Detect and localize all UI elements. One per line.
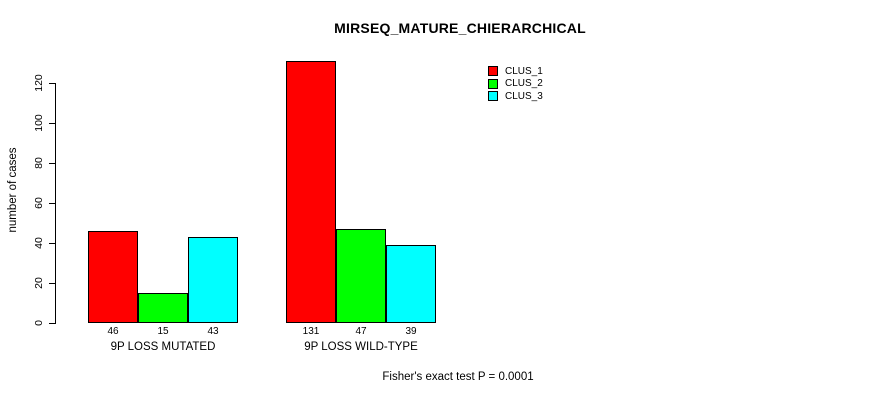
y-axis-label: number of cases — [7, 147, 19, 233]
x-category-label: 9P LOSS MUTATED — [110, 341, 216, 353]
y-tick-mark — [49, 283, 55, 284]
y-tick-mark — [49, 243, 55, 244]
y-tick-label: 0 — [33, 320, 45, 326]
y-tick-label: 100 — [33, 114, 45, 132]
legend-item-label: CLUS_2 — [505, 78, 543, 90]
annotation-text: Fisher's exact test P = 0.0001 — [382, 371, 534, 383]
y-axis-line — [55, 83, 56, 324]
legend-swatch-icon — [488, 91, 498, 102]
y-tick-mark — [49, 323, 55, 324]
bar-value-label: 47 — [355, 326, 367, 337]
bar-clus_1 — [286, 61, 336, 323]
legend: CLUS_1 CLUS_2 CLUS_3 — [488, 65, 543, 103]
y-tick-mark — [49, 163, 55, 164]
bar-value-label: 39 — [405, 326, 417, 337]
bar-clus_1 — [88, 231, 138, 323]
y-tick-label: 40 — [33, 237, 45, 249]
y-tick-label: 120 — [33, 74, 45, 92]
legend-item: CLUS_2 — [488, 78, 543, 91]
bar-clus_2 — [138, 293, 188, 323]
bar-clus_3 — [386, 245, 436, 323]
legend-swatch-icon — [488, 66, 498, 77]
legend-item: CLUS_3 — [488, 90, 543, 103]
bar-value-label: 43 — [207, 326, 219, 337]
y-tick-mark — [49, 123, 55, 124]
legend-item-label: CLUS_3 — [505, 90, 543, 102]
bar-value-label: 131 — [302, 326, 320, 337]
y-tick-label: 60 — [33, 197, 45, 209]
bar-clus_2 — [336, 229, 386, 323]
legend-item-label: CLUS_1 — [505, 65, 543, 77]
bar-value-label: 46 — [107, 326, 119, 337]
y-tick-mark — [49, 203, 55, 204]
bar-value-label: 15 — [157, 326, 169, 337]
chart-title: MIRSEQ_MATURE_CHIERARCHICAL — [334, 20, 586, 36]
legend-swatch-icon — [488, 78, 498, 89]
y-tick-mark — [49, 83, 55, 84]
x-category-label: 9P LOSS WILD-TYPE — [304, 341, 418, 353]
bar-clus_3 — [188, 237, 238, 323]
y-tick-label: 80 — [33, 157, 45, 169]
legend-item: CLUS_1 — [488, 65, 543, 78]
y-tick-label: 20 — [33, 277, 45, 289]
